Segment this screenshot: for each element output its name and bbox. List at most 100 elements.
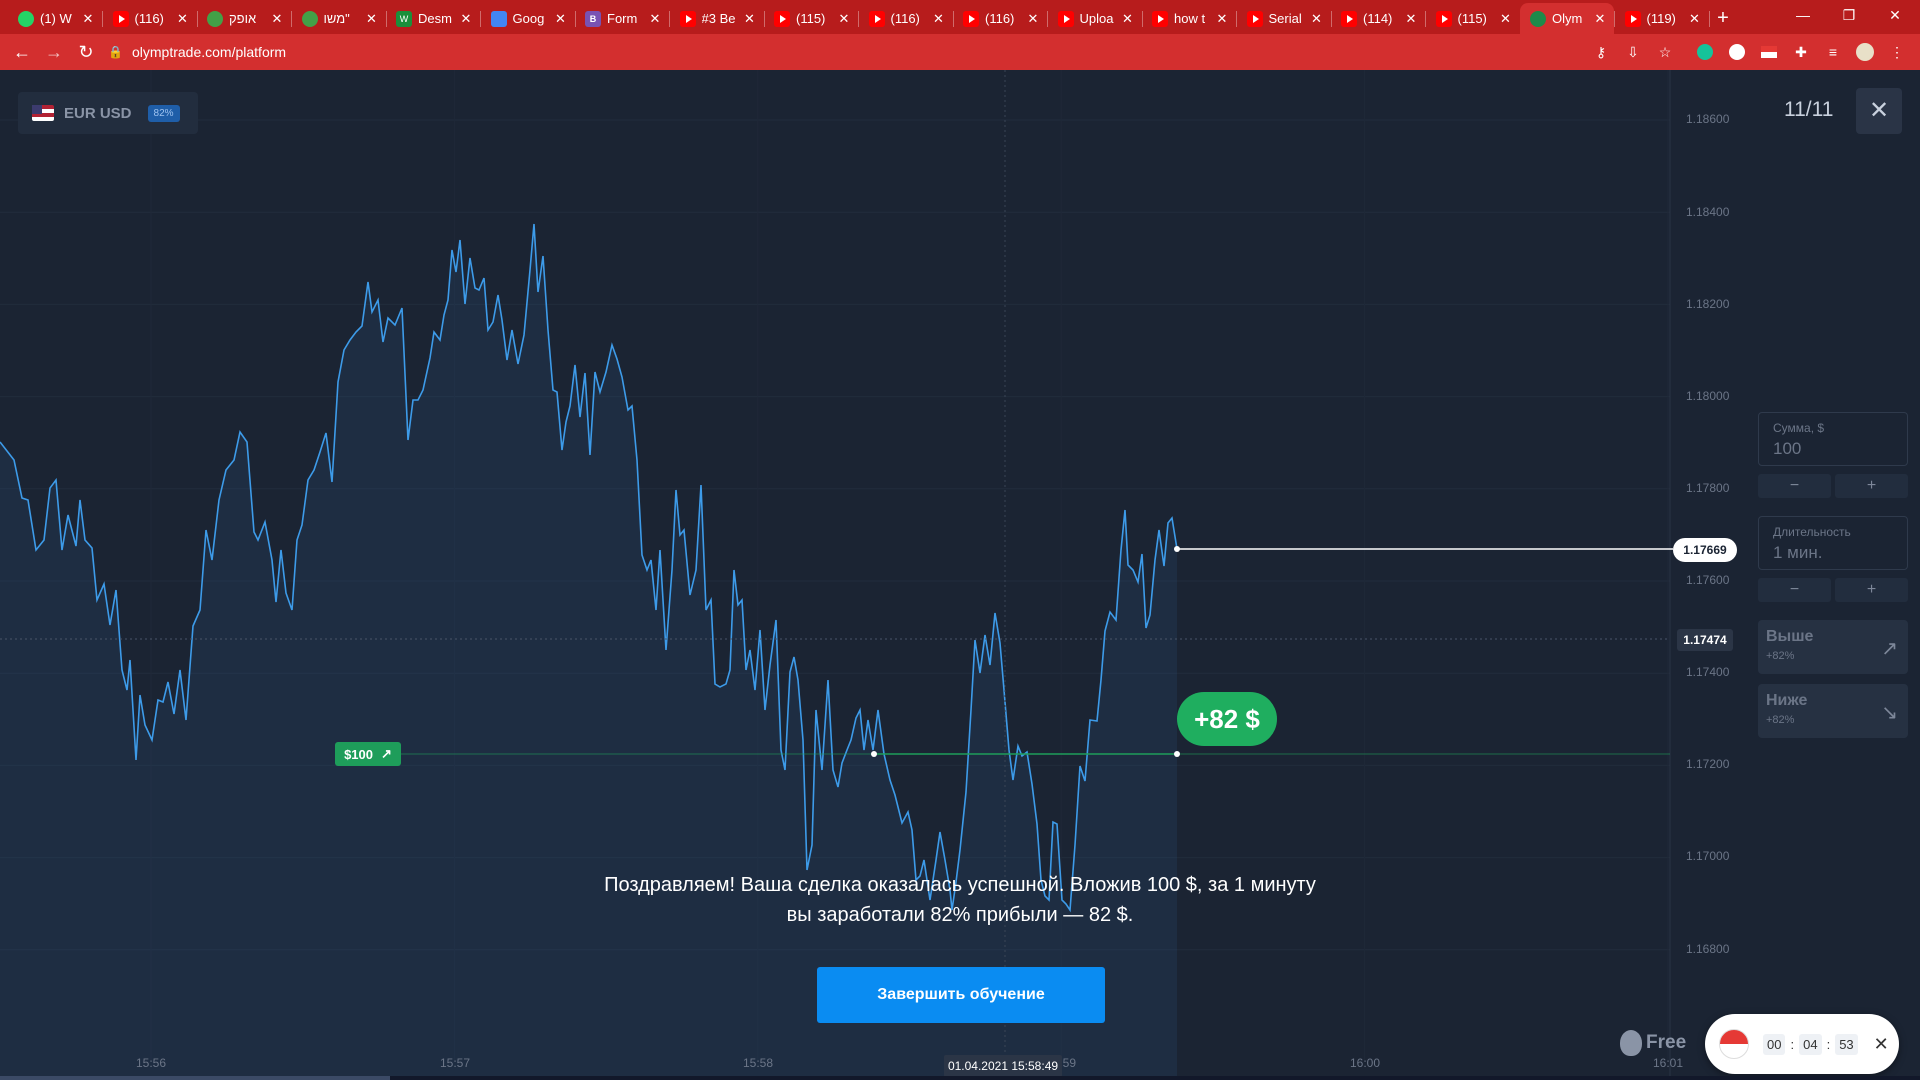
close-tab-icon[interactable]: ✕ — [1311, 10, 1322, 26]
tab-title: (1) W — [40, 11, 72, 26]
down-button[interactable]: Ниже +82% ↘ — [1758, 684, 1908, 738]
x-tick-label: 16:01 — [1653, 1056, 1684, 1070]
duration-minus-button[interactable]: − — [1758, 578, 1831, 602]
timer-close-icon[interactable]: ✕ — [1873, 1033, 1889, 1054]
close-window-button[interactable]: ✕ — [1889, 7, 1901, 23]
deal-badge[interactable]: $100 ↗ — [335, 742, 401, 766]
tab-title: (119) — [1646, 11, 1676, 26]
duration-stepper: − + — [1758, 578, 1908, 602]
new-tab-button[interactable]: + — [1717, 7, 1729, 29]
success-message: Поздравляем! Ваша сделка оказалась успеш… — [560, 870, 1360, 930]
youtube-icon — [679, 10, 696, 27]
browser-tab[interactable]: how t ✕ — [1142, 3, 1237, 34]
asset-selector[interactable]: EUR USD 82% — [18, 92, 198, 134]
browser-tab[interactable]: (119) ✕ — [1615, 3, 1710, 34]
youtube-icon — [1057, 10, 1074, 27]
grammarly-icon[interactable] — [1694, 41, 1716, 63]
browser-tab[interactable]: (115) ✕ — [764, 3, 859, 34]
browser-tab[interactable]: (115) ✕ — [1426, 3, 1521, 34]
duration-field[interactable]: Длительность 1 мин. — [1758, 516, 1908, 570]
brand-text: Free — [1646, 1032, 1687, 1053]
browser-tab[interactable]: (116) ✕ — [953, 3, 1048, 34]
timer-seconds: 53 — [1835, 1033, 1858, 1055]
tab-title: משו" — [323, 11, 350, 26]
close-tab-icon[interactable]: ✕ — [1027, 10, 1039, 26]
cursor-time-tag: 01.04.2021 15:58:49 — [944, 1055, 1062, 1077]
browser-tab[interactable]: אופק ✕ — [197, 3, 292, 34]
up-button[interactable]: Выше +82% ↗ — [1758, 620, 1908, 674]
close-tab-icon[interactable]: ✕ — [933, 10, 944, 26]
y-tick-label: 1.17000 — [1686, 849, 1730, 863]
ublock-icon[interactable] — [1726, 41, 1748, 63]
reload-button[interactable]: ↻ — [78, 42, 94, 62]
finish-tutorial-button[interactable]: Завершить обучение — [817, 967, 1105, 1023]
browser-tab[interactable]: משו" ✕ — [292, 3, 387, 34]
site-icon — [207, 10, 223, 27]
youtube-icon — [1246, 10, 1263, 27]
browser-tab[interactable]: B Form ✕ — [575, 3, 670, 34]
browser-tab[interactable]: (116) ✕ — [859, 3, 954, 34]
close-tab-icon[interactable]: ✕ — [366, 10, 377, 26]
browser-tab[interactable]: Goog ✕ — [481, 3, 576, 34]
tutorial-step-counter: 11/11 — [1784, 98, 1834, 121]
timer-minutes: 04 — [1799, 1033, 1822, 1055]
close-tab-icon[interactable]: ✕ — [838, 10, 850, 26]
singapore-flag-icon — [1719, 1029, 1749, 1059]
close-tab-icon[interactable]: ✕ — [649, 10, 661, 26]
price-chart[interactable] — [0, 70, 1920, 1080]
close-tab-icon[interactable]: ✕ — [82, 10, 94, 26]
close-tab-icon[interactable]: ✕ — [271, 10, 283, 26]
up-label: Выше — [1766, 628, 1814, 645]
close-tab-icon[interactable]: ✕ — [1689, 10, 1700, 26]
tab-title: Uploa — [1079, 11, 1114, 26]
close-tab-icon[interactable]: ✕ — [1500, 10, 1511, 26]
close-tab-icon[interactable]: ✕ — [555, 10, 566, 26]
amount-minus-button[interactable]: − — [1758, 474, 1831, 498]
install-icon[interactable]: ⇩ — [1627, 43, 1639, 60]
minimize-button[interactable]: — — [1796, 7, 1810, 23]
key-icon[interactable]: ⚷ — [1595, 43, 1607, 60]
flag-extension-icon[interactable] — [1758, 41, 1780, 63]
youtube-icon — [1435, 10, 1452, 27]
browser-tab[interactable]: Serial ✕ — [1237, 3, 1332, 34]
browser-tab[interactable]: Uploa ✕ — [1048, 3, 1143, 34]
deal-close-point — [1174, 751, 1180, 757]
browser-tab[interactable]: (1) W ✕ — [8, 3, 103, 34]
deal-amount: $100 — [344, 746, 373, 762]
close-tutorial-button[interactable]: ✕ — [1856, 88, 1902, 134]
tab-title: (115) — [1457, 11, 1487, 26]
maximize-button[interactable]: ❐ — [1842, 7, 1856, 23]
profile-avatar-icon[interactable] — [1854, 41, 1876, 63]
browser-tab[interactable]: #3 Be ✕ — [670, 3, 765, 34]
price-line — [0, 223, 1178, 913]
extensions-puzzle-icon[interactable]: ✚ — [1795, 43, 1807, 60]
arrow-up-right-icon: ↗ — [1881, 638, 1898, 660]
duration-plus-button[interactable]: + — [1835, 578, 1908, 602]
close-tab-icon[interactable]: ✕ — [1405, 10, 1417, 26]
reading-list-icon[interactable]: ≡ — [1828, 44, 1838, 60]
browser-tab[interactable]: (116) ✕ — [103, 3, 198, 34]
amount-field[interactable]: Сумма, $ 100 — [1758, 412, 1908, 466]
timer-widget[interactable]: 00 : 04 : 53 ✕ — [1705, 1014, 1899, 1074]
browser-tab[interactable]: Olym ✕ — [1520, 3, 1615, 34]
current-price-tag: 1.17669 — [1673, 538, 1737, 562]
trading-platform: EUR USD 82% 11/11 ✕ 1.18600 1.18400 1.18… — [0, 70, 1920, 1080]
menu-kebab-icon[interactable]: ⋮ — [1890, 43, 1904, 60]
browser-tab[interactable]: (114) ✕ — [1331, 3, 1426, 34]
x-tick-label: 16:00 — [1350, 1056, 1381, 1070]
close-tab-icon[interactable]: ✕ — [1594, 10, 1606, 26]
forward-button[interactable]: → — [45, 42, 63, 62]
close-tab-icon[interactable]: ✕ — [744, 10, 755, 26]
tab-title: (116) — [134, 11, 164, 26]
us-flag-icon — [32, 105, 54, 121]
browser-tab[interactable]: W Desm ✕ — [386, 3, 481, 34]
amount-plus-button[interactable]: + — [1835, 474, 1908, 498]
close-tab-icon[interactable]: ✕ — [177, 10, 188, 26]
bookmark-star-icon[interactable]: ☆ — [1658, 43, 1672, 60]
tab-title: Goog — [512, 11, 545, 26]
close-tab-icon[interactable]: ✕ — [1216, 10, 1228, 26]
close-tab-icon[interactable]: ✕ — [460, 10, 472, 26]
close-tab-icon[interactable]: ✕ — [1122, 10, 1133, 26]
address-bar[interactable]: 🔒 olymptrade.com/platform — [108, 37, 1748, 67]
back-button[interactable]: ← — [13, 42, 31, 62]
